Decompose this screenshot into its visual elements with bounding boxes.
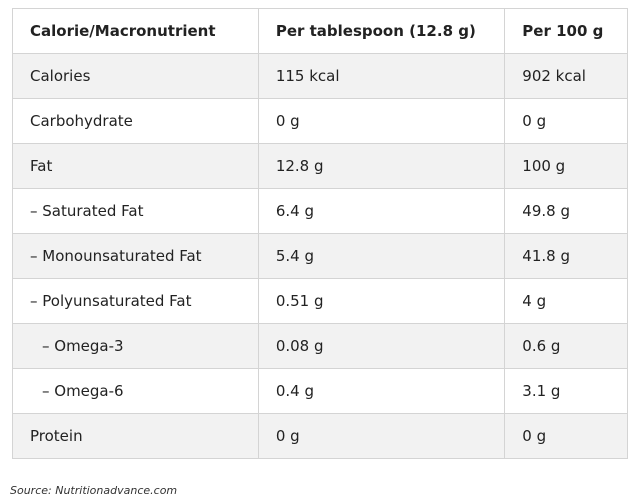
row: – Omega-6 0.4 g 3.1 g: [12, 368, 628, 414]
header-row: Calorie/Macronutrient Per tablespoon (12…: [12, 8, 628, 54]
cell: – Omega-6: [12, 368, 259, 414]
header-cell: Per tablespoon (12.8 g): [257, 8, 506, 54]
cell: 5.4 g: [257, 233, 506, 279]
cell: 3.1 g: [504, 368, 628, 414]
row: Fat 12.8 g 100 g: [12, 143, 628, 189]
header-cell: Per 100 g: [504, 8, 628, 54]
cell: 100 g: [504, 143, 628, 189]
header-cell: Calorie/Macronutrient: [12, 8, 259, 54]
cell: 902 kcal: [504, 53, 628, 99]
nutrition-table: Calorie/Macronutrient Per tablespoon (12…: [12, 8, 628, 459]
cell: 6.4 g: [257, 188, 506, 234]
cell: Fat: [12, 143, 259, 189]
cell: – Polyunsaturated Fat: [12, 278, 259, 324]
cell: 41.8 g: [504, 233, 628, 279]
cell: – Saturated Fat: [12, 188, 259, 234]
cell: 0 g: [257, 98, 506, 144]
cell: 49.8 g: [504, 188, 628, 234]
cell: 12.8 g: [257, 143, 506, 189]
row: – Monounsaturated Fat 5.4 g 41.8 g: [12, 233, 628, 279]
row: – Saturated Fat 6.4 g 49.8 g: [12, 188, 628, 234]
cell: 0.08 g: [257, 323, 506, 369]
cell: – Omega-3: [12, 323, 259, 369]
cell: 0.6 g: [504, 323, 628, 369]
row: – Omega-3 0.08 g 0.6 g: [12, 323, 628, 369]
row: Calories 115 kcal 902 kcal: [12, 53, 628, 99]
cell: Protein: [12, 413, 259, 459]
cell: Calories: [12, 53, 259, 99]
cell: Carbohydrate: [12, 98, 259, 144]
cell: 4 g: [504, 278, 628, 324]
cell: 0 g: [504, 98, 628, 144]
cell: 115 kcal: [257, 53, 506, 99]
cell: 0.51 g: [257, 278, 506, 324]
cell: – Monounsaturated Fat: [12, 233, 259, 279]
cell: 0 g: [257, 413, 506, 459]
cell: 0 g: [504, 413, 628, 459]
source-note: Source: Nutritionadvance.com: [10, 484, 178, 497]
cell: 0.4 g: [257, 368, 506, 414]
